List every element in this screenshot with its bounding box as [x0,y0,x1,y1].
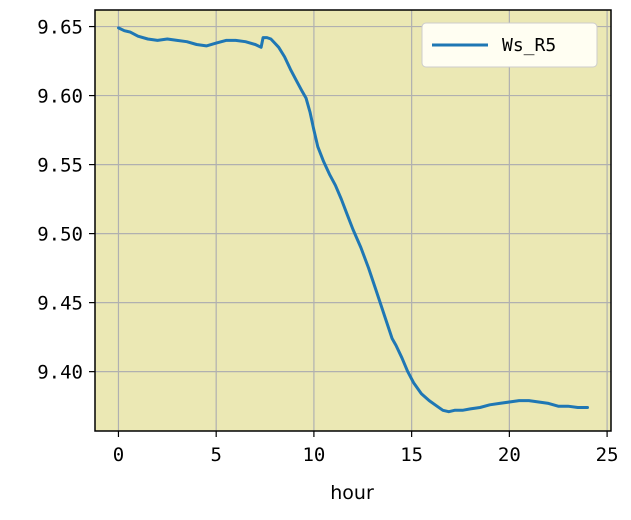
grid-lines [95,10,611,431]
legend-label-ws-r5: Ws_R5 [502,35,556,56]
x-tick-label: 15 [400,444,423,466]
x-tick-label: 20 [498,444,521,466]
x-axis-label: hour [330,482,374,504]
plot-frame [94,9,612,432]
legend: Ws_R5 [421,22,598,68]
x-axis-ticks: 0 5 10 15 20 25 [113,431,619,466]
y-tick-label: 9.65 [37,17,83,39]
x-tick-label: 0 [113,444,124,466]
plot-background [95,10,611,431]
y-tick-label: 9.60 [37,86,83,108]
series-line-ws-r5 [117,26,589,414]
series-layer [117,26,589,414]
x-tick-label: 5 [210,444,221,466]
legend-box [421,22,598,68]
x-tick-label: 10 [302,444,325,466]
x-tick-label: 25 [596,444,619,466]
y-axis-ticks: 9.40 9.45 9.50 9.55 9.60 9.65 [37,17,95,384]
y-tick-label: 9.45 [37,293,83,315]
y-tick-label: 9.40 [37,362,83,384]
y-tick-label: 9.55 [37,155,83,177]
y-tick-label: 9.50 [37,224,83,246]
